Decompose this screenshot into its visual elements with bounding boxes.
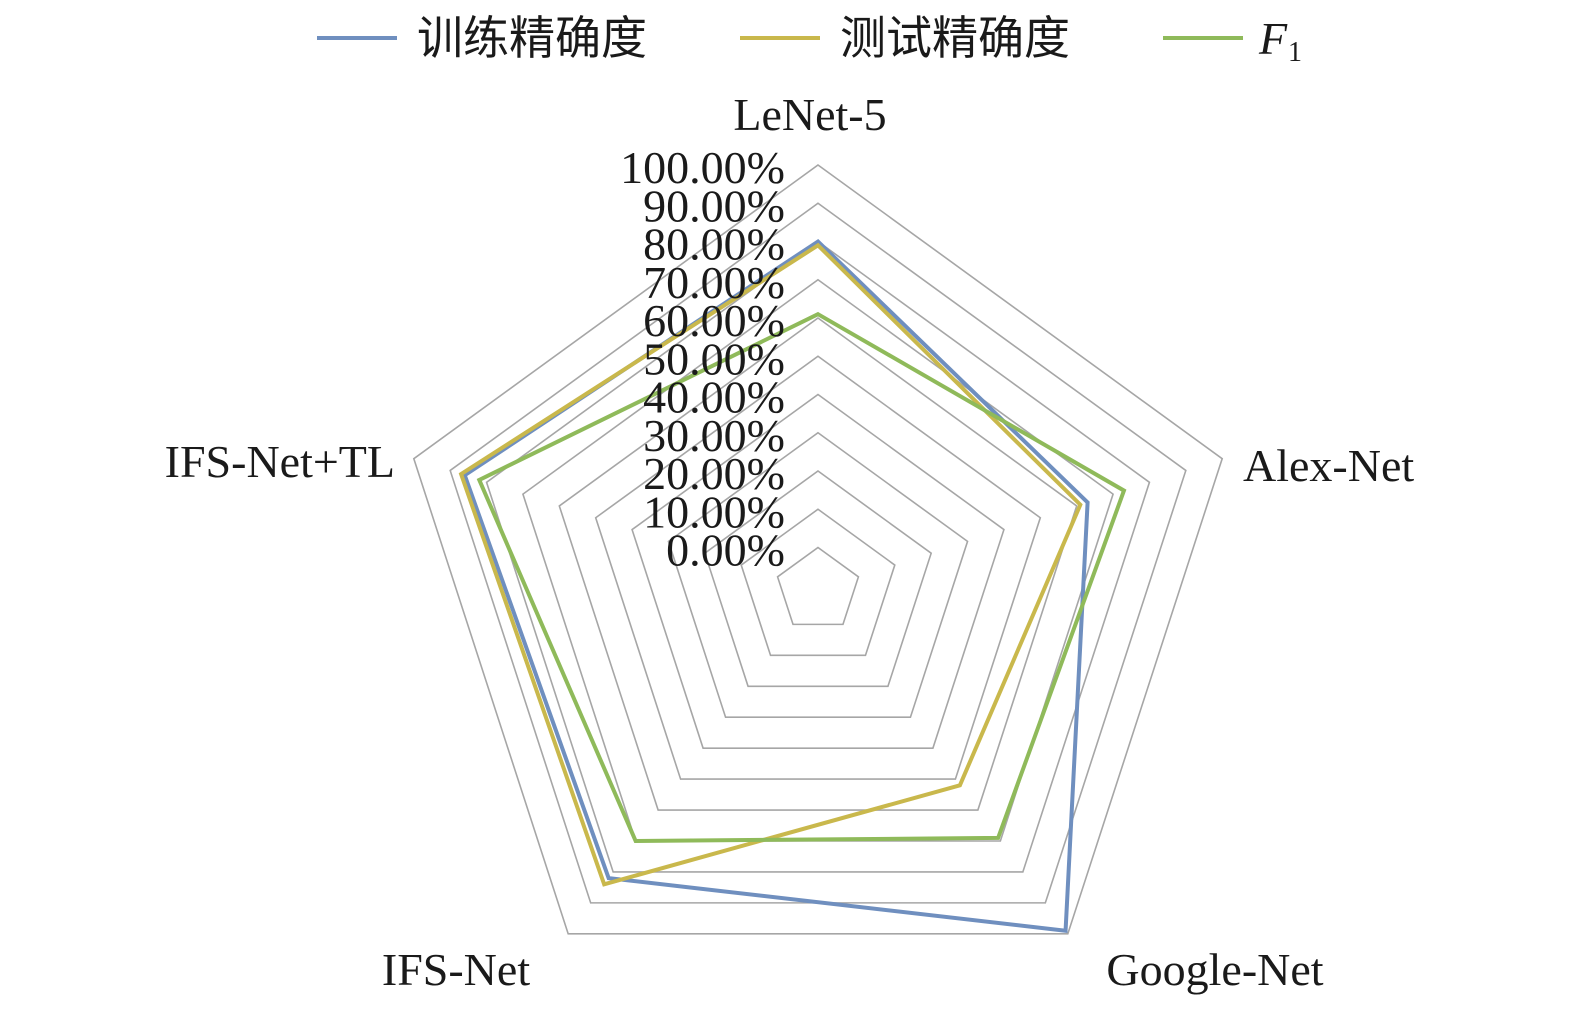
legend-label: F (1258, 13, 1288, 64)
category-label: Google-Net (1106, 944, 1323, 995)
tick-label: 40.00% (643, 372, 785, 423)
grid-ring (449, 202, 1187, 904)
legend-label: 训练精确度 (417, 11, 647, 65)
category-label: IFS-Net+TL (165, 436, 395, 487)
tick-label: 90.00% (643, 180, 785, 231)
grid-ring (631, 393, 1005, 749)
tick-label: 20.00% (643, 448, 785, 499)
legend-label-subscript: 1 (1288, 37, 1302, 68)
category-label: LeNet-5 (733, 89, 886, 140)
tick-label: 10.00% (643, 486, 785, 537)
tick-label: 70.00% (643, 257, 785, 308)
tick-label: 100.00% (620, 142, 785, 193)
category-label: IFS-Net (382, 944, 530, 995)
series-line-3 (476, 311, 1127, 844)
grid-ring (594, 355, 1042, 780)
grid-ring (521, 278, 1115, 842)
tick-label: 30.00% (643, 410, 785, 461)
series-group (458, 238, 1127, 933)
tick-label: 60.00% (643, 295, 785, 346)
legend-label: 测试精确度 (840, 11, 1070, 65)
grid-ring (667, 431, 969, 719)
grid-ring (412, 164, 1224, 935)
grid-ring (558, 317, 1078, 811)
category-label: Alex-Net (1243, 440, 1414, 491)
grid-ring (776, 546, 860, 626)
series-line-2 (458, 242, 1083, 887)
tick-label: 80.00% (643, 219, 785, 270)
tick-label: 50.00% (643, 333, 785, 384)
tick-label: 0.00% (666, 525, 785, 576)
grid-ring (740, 508, 896, 657)
grid-ring (485, 240, 1151, 873)
legend: 训练精确度 测试精确度 F 1 (317, 11, 1302, 68)
grid-ring (703, 470, 933, 688)
category-labels: LeNet-5 Alex-Net Google-Net IFS-Net IFS-Net+… (165, 89, 1415, 995)
tick-labels: 0.00%10.00%20.00%30.00%40.00%50.00%60.00… (620, 142, 785, 576)
